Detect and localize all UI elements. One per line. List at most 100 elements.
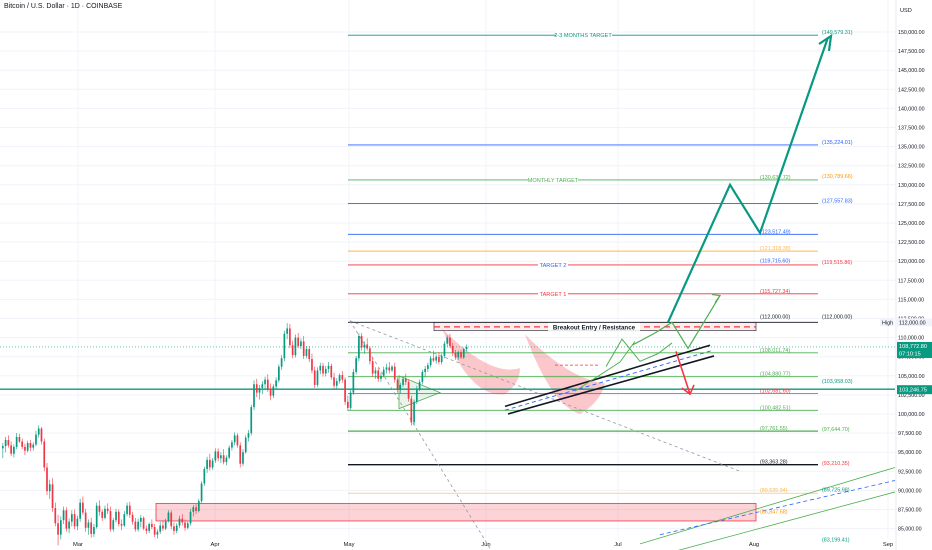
- candle-body: [131, 514, 134, 522]
- candle-body: [449, 337, 451, 347]
- candle-body: [189, 511, 192, 524]
- candle-body: [209, 459, 211, 468]
- candle-body: [380, 375, 382, 379]
- candle-body: [104, 508, 106, 518]
- y-tick-label: 122,500.00: [898, 240, 925, 246]
- candle-body: [192, 507, 195, 512]
- candle-body: [266, 379, 269, 389]
- label-background: [528, 175, 578, 184]
- candle-body: [250, 407, 253, 434]
- candle-body: [57, 523, 59, 535]
- level-value-label: (100,482.51): [760, 405, 791, 411]
- countdown-label: 07:10:15: [899, 351, 921, 357]
- candle-body: [247, 433, 250, 438]
- candle-body: [440, 355, 443, 363]
- candle-body: [35, 434, 37, 445]
- level-value-label: (127,557.83): [822, 198, 853, 204]
- level-value-label: (112,000.00): [822, 314, 852, 320]
- candle-body: [269, 388, 272, 396]
- candle-body: [402, 378, 404, 385]
- grid: [0, 0, 895, 538]
- candle-body: [280, 358, 283, 367]
- candle-body: [418, 381, 421, 389]
- monthly-target-label: MONTHLY TARGET: [528, 178, 579, 184]
- ascending-trendline: [507, 355, 715, 415]
- y-tick-label: 90,000.00: [898, 488, 922, 494]
- arrowhead-alt: [711, 293, 722, 303]
- candle-body: [261, 384, 264, 389]
- candle-body: [311, 358, 313, 371]
- candle-body: [181, 518, 184, 523]
- candle-body: [117, 511, 120, 525]
- candle-body: [324, 368, 327, 374]
- candle-body: [37, 428, 40, 435]
- high-value-label: 112,000.00: [899, 320, 926, 326]
- candle-body: [363, 344, 366, 348]
- candle-body: [244, 437, 247, 453]
- candle-body: [65, 510, 68, 529]
- candle-body: [120, 524, 123, 526]
- candle-body: [123, 514, 126, 526]
- candle-body: [438, 356, 440, 363]
- candle-body: [228, 447, 231, 458]
- y-tick-label: 115,000.00: [898, 297, 924, 303]
- candle-body: [327, 365, 330, 369]
- candle-body: [21, 441, 24, 447]
- candle-body: [341, 375, 344, 380]
- candle-body: [451, 346, 454, 353]
- candle-body: [4, 439, 7, 447]
- time-axis: Mar Apr May Jun Jul Aug Sep: [73, 542, 893, 548]
- candle-body: [98, 505, 101, 512]
- candle-body: [54, 507, 57, 524]
- level-value-label: (135,224.01): [822, 140, 853, 146]
- x-tick-label: Sep: [883, 542, 893, 548]
- candle-body: [15, 436, 18, 447]
- candle-body: [407, 381, 410, 399]
- candle-body: [289, 328, 291, 346]
- level-value-label: (149,579.31): [822, 30, 853, 36]
- y-tick-label: 92,500.00: [898, 469, 922, 475]
- candle-body: [73, 514, 76, 527]
- chart-title: Bitcoin / U.S. Dollar · 1D · COINBASE: [4, 3, 123, 10]
- candle-body: [349, 392, 352, 408]
- ascending-trendline: [504, 344, 711, 408]
- candle-body: [264, 379, 266, 385]
- candle-body: [184, 522, 186, 528]
- x-tick-label: Jul: [614, 542, 621, 548]
- candle-body: [220, 455, 222, 459]
- candle-body: [352, 371, 355, 393]
- candle-body: [377, 370, 380, 379]
- candle-body: [371, 361, 374, 374]
- level-value-label: (102,681.60): [760, 389, 791, 395]
- candle-body: [112, 520, 115, 530]
- candle-body: [48, 484, 51, 492]
- pattern-drawings: [349, 320, 896, 550]
- y-tick-label: 85,000.00: [898, 527, 922, 533]
- candle-body: [424, 368, 426, 372]
- arrowhead-up: [818, 33, 833, 52]
- candle-body: [355, 358, 357, 372]
- projection-arrows: [605, 33, 833, 396]
- candle-body: [93, 527, 95, 534]
- candle-body: [106, 508, 109, 512]
- y-tick-label: 102,500.00: [898, 393, 925, 399]
- candle-body: [427, 365, 429, 369]
- candle-body: [347, 401, 349, 408]
- level-value-label: (119,715.60): [760, 258, 790, 264]
- candle-body: [26, 443, 29, 451]
- candle-body: [369, 348, 371, 362]
- breakout-label: Breakout Entry / Resistance: [553, 324, 636, 331]
- candles: [2, 323, 468, 546]
- y-tick-label: 130,000.00: [898, 183, 925, 189]
- support-tag-label: 103,246.75: [899, 388, 927, 394]
- level-value-label: (119,515.86): [822, 260, 852, 266]
- target-1-label: TARGET 1: [540, 292, 567, 298]
- level-value-label: (115,727.34): [760, 289, 790, 295]
- candle-body: [242, 452, 244, 464]
- candle-body: [396, 379, 399, 390]
- candle-body: [416, 388, 418, 402]
- level-value-label: (97,644.70): [822, 427, 850, 433]
- level-value-label: (89,725.98): [822, 487, 850, 493]
- candle-body: [128, 505, 131, 515]
